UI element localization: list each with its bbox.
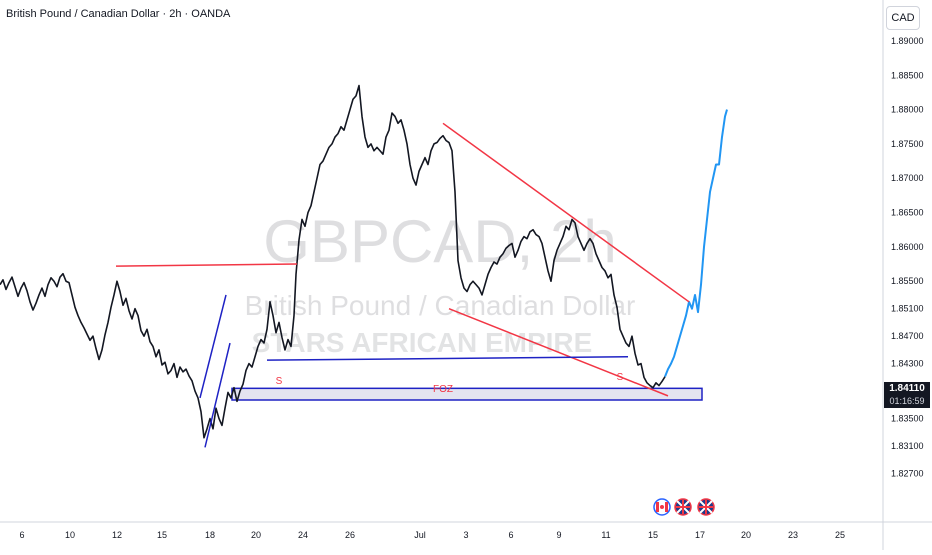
lines-layer — [115, 122, 690, 448]
uk-flag-icon-2[interactable] — [697, 498, 715, 516]
time-tick-label: 26 — [345, 530, 355, 540]
flag-channel-line — [204, 342, 231, 448]
time-tick-label: Jul — [414, 530, 426, 540]
current-price-tag: 1.84110 01:16:59 — [884, 382, 930, 408]
price-tick-label: 1.85500 — [891, 276, 924, 286]
flag-channel-line — [199, 294, 227, 399]
price-tick-label: 1.89000 — [891, 36, 924, 46]
time-tick-label: 3 — [463, 530, 468, 540]
bar-countdown: 01:16:59 — [889, 396, 925, 406]
current-price-value: 1.84110 — [889, 383, 925, 394]
time-tick-label: 18 — [205, 530, 215, 540]
trendline — [442, 122, 690, 303]
uk-flag-icon[interactable] — [674, 498, 692, 516]
price-tick-label: 1.86500 — [891, 208, 924, 218]
time-tick-label: 11 — [601, 530, 610, 540]
time-tick-label: 24 — [298, 530, 308, 540]
time-axis[interactable]: 6 10 12 15 18 20 24 26 Jul 3 6 9 11 15 17 20 23 25 — [19, 530, 845, 540]
time-tick-label: 20 — [741, 530, 751, 540]
watermark-name: British Pound / Canadian Dollar — [245, 290, 636, 321]
time-tick-label: 20 — [251, 530, 261, 540]
price-tick-label: 1.87000 — [891, 173, 924, 183]
time-tick-label: 9 — [556, 530, 561, 540]
watermark-author: STARS AFRICAN EMPIRE — [252, 327, 593, 358]
time-tick-label: 17 — [695, 530, 705, 540]
price-tick-label: 1.88500 — [891, 70, 924, 80]
s-label-left: S — [276, 376, 283, 387]
price-tick-label: 1.82700 — [891, 468, 924, 478]
price-tick-label: 1.87500 — [891, 139, 924, 149]
time-tick-label: 6 — [19, 530, 24, 540]
time-tick-label: 6 — [508, 530, 513, 540]
price-tick-label: 1.85100 — [891, 304, 924, 314]
time-tick-label: 15 — [157, 530, 167, 540]
demand-zone — [231, 387, 703, 401]
time-tick-label: 12 — [112, 530, 122, 540]
price-tick-label: 1.84700 — [891, 331, 924, 341]
currency-button[interactable]: CAD — [886, 6, 920, 30]
price-axis[interactable]: 1.89000 1.88500 1.88000 1.87500 1.87000 1.865… — [891, 36, 924, 479]
price-layer — [0, 84, 728, 439]
price-tick-label: 1.88000 — [891, 105, 924, 115]
chart-title: British Pound / Canadian Dollar · 2h · O… — [6, 8, 231, 20]
time-tick-label: 25 — [835, 530, 845, 540]
price-tick-label: 1.86000 — [891, 242, 924, 252]
zone-label: FOZ — [433, 384, 453, 395]
zones-layer — [231, 387, 703, 401]
watermark-symbol: GBPCAD, 2h — [263, 208, 616, 275]
support-level-line — [266, 355, 629, 361]
time-tick-label: 23 — [788, 530, 798, 540]
trendline — [115, 263, 298, 267]
canada-flag-icon[interactable] — [653, 498, 671, 516]
trendline — [448, 307, 669, 397]
projection-path — [664, 109, 728, 378]
price-tick-label: 1.83100 — [891, 441, 924, 451]
s-label-right: S — [617, 372, 624, 383]
time-tick-label: 15 — [648, 530, 658, 540]
price-line — [0, 84, 666, 439]
time-tick-label: 10 — [65, 530, 75, 540]
price-tick-label: 1.83500 — [891, 414, 924, 424]
price-tick-label: 1.84300 — [891, 359, 924, 369]
